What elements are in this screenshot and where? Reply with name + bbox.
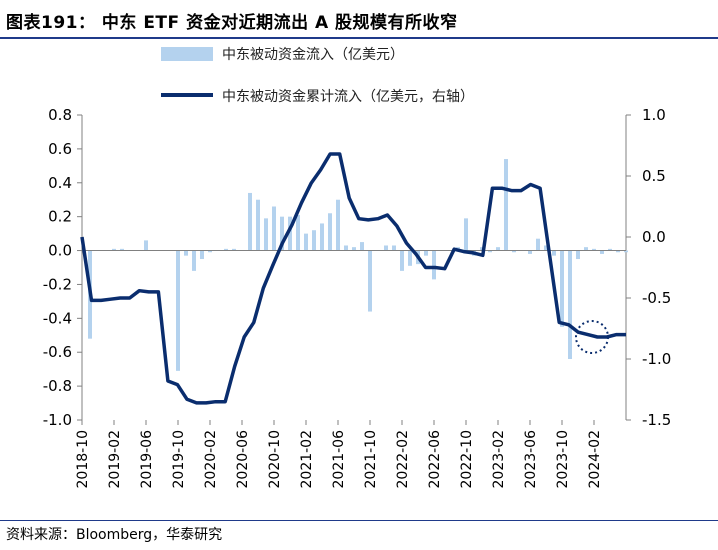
x-axis-tick-label: 2023-02 — [491, 430, 507, 489]
right-axis-tick-label: -1.5 — [642, 411, 671, 429]
left-axis-tick-label: 0.0 — [48, 242, 72, 260]
flow-bar — [528, 250, 532, 254]
x-axis-tick-label: 2019-02 — [107, 430, 123, 489]
flow-bar — [200, 250, 204, 260]
left-axis-tick-label: -0.4 — [43, 309, 72, 327]
flow-bar — [272, 206, 276, 251]
flow-bar — [144, 240, 148, 251]
flow-bar — [600, 250, 604, 254]
x-axis-tick-label: 2018-10 — [75, 430, 91, 489]
x-axis-tick-label: 2021-10 — [363, 430, 379, 489]
right-axis-tick-label: 1.0 — [642, 106, 666, 124]
chart-canvas: 中东被动资金流入（亿美元） 中东被动资金累计流入（亿美元，右轴） 0.8 0.6 0.4… — [43, 47, 671, 489]
flow-bar — [464, 218, 468, 251]
flow-bar — [344, 245, 348, 251]
x-axis-tick-label: 2022-02 — [395, 430, 411, 489]
flow-bar — [328, 213, 332, 251]
flow-bar — [504, 159, 508, 251]
flow-bar — [208, 250, 212, 253]
source-note: 资料来源：Bloomberg，华泰研究 — [6, 527, 223, 543]
x-axis-tick-label: 2020-02 — [203, 430, 219, 489]
flow-bar — [512, 250, 516, 253]
right-axis-tick-label: -0.5 — [642, 289, 671, 307]
flow-bar — [176, 250, 180, 371]
flow-bar — [424, 250, 428, 256]
flow-bar — [336, 199, 340, 251]
flow-bar — [384, 245, 388, 251]
left-axis-tick-label: -0.8 — [43, 377, 72, 395]
left-axis-tick-label: 0.6 — [48, 140, 72, 158]
footer-divider — [0, 520, 718, 521]
chart-title: 图表191： 中东 ETF 资金对近期流出 A 股规模有所收窄 — [6, 13, 458, 33]
x-axis-tick-label: 2019-10 — [171, 430, 187, 489]
x-axis-tick-label: 2022-06 — [427, 430, 443, 489]
flow-bar — [576, 250, 580, 260]
right-axis-tick-label: 0.0 — [642, 228, 666, 246]
flow-bar — [592, 248, 596, 251]
x-axis-tick-label: 2020-10 — [267, 430, 283, 489]
flow-bar — [392, 245, 396, 251]
title-divider — [0, 37, 718, 39]
flow-bar — [256, 199, 260, 251]
left-axis-tick-label: -0.2 — [43, 275, 72, 293]
flow-bar — [352, 247, 356, 251]
flow-bar — [232, 248, 236, 251]
flow-bar — [568, 250, 572, 359]
x-axis-tick-label: 2020-06 — [235, 430, 251, 489]
cumulative-line — [80, 152, 626, 405]
flow-bar — [408, 250, 412, 266]
flow-bar — [560, 250, 564, 327]
legend-bar-swatch — [161, 47, 213, 61]
left-axis-tick-label: 0.2 — [48, 208, 72, 226]
x-axis-tick-label: 2021-06 — [331, 430, 347, 489]
x-axis-tick-label: 2023-06 — [523, 430, 539, 489]
flow-bar — [368, 250, 372, 312]
left-axis-tick-label: 0.8 — [48, 106, 72, 124]
flow-bar — [432, 250, 436, 280]
left-axis-tick-label: -1.0 — [43, 411, 72, 429]
flow-bar — [624, 250, 628, 253]
x-axis-tick-label: 2023-10 — [555, 430, 571, 489]
x-axis-tick-label: 2022-10 — [459, 430, 475, 489]
flow-bar — [544, 245, 548, 251]
flow-bar — [224, 248, 228, 251]
flow-bar — [192, 250, 196, 271]
flow-bar — [264, 218, 268, 251]
flow-bar — [496, 247, 500, 251]
flow-bar — [296, 214, 300, 251]
right-axis-tick-label: -1.0 — [642, 350, 671, 368]
flow-bar — [552, 250, 556, 256]
flow-bar — [288, 216, 292, 251]
x-axis-tick-label: 2024-02 — [587, 430, 603, 489]
x-axis-tick-label: 2019-06 — [139, 430, 155, 489]
flow-bar — [488, 250, 492, 253]
flow-bar — [248, 192, 252, 251]
flow-bar — [304, 233, 308, 251]
legend-line-label: 中东被动资金累计流入（亿美元，右轴） — [222, 89, 474, 105]
flow-bar — [536, 238, 540, 251]
flow-bar — [616, 250, 620, 253]
flow-bar — [280, 216, 284, 251]
flow-bar — [360, 242, 364, 251]
highlight-circle — [575, 320, 609, 354]
left-axis-tick-label: 0.4 — [48, 174, 72, 192]
flow-bar — [584, 247, 588, 251]
flow-bar — [312, 230, 316, 251]
x-axis-tick-label: 2021-02 — [299, 430, 315, 489]
left-axis-tick-label: -0.6 — [43, 343, 72, 361]
flow-bar — [120, 248, 124, 251]
flow-bar — [320, 223, 324, 251]
flow-bar — [112, 248, 116, 251]
flow-bar — [184, 250, 188, 256]
title-bar: 图表191： 中东 ETF 资金对近期流出 A 股规模有所收窄 — [0, 0, 718, 40]
right-axis-tick-label: 0.5 — [642, 167, 666, 185]
legend-bar-label: 中东被动资金流入（亿美元） — [222, 47, 404, 63]
flow-bar — [608, 248, 612, 251]
flow-bar — [400, 250, 404, 271]
